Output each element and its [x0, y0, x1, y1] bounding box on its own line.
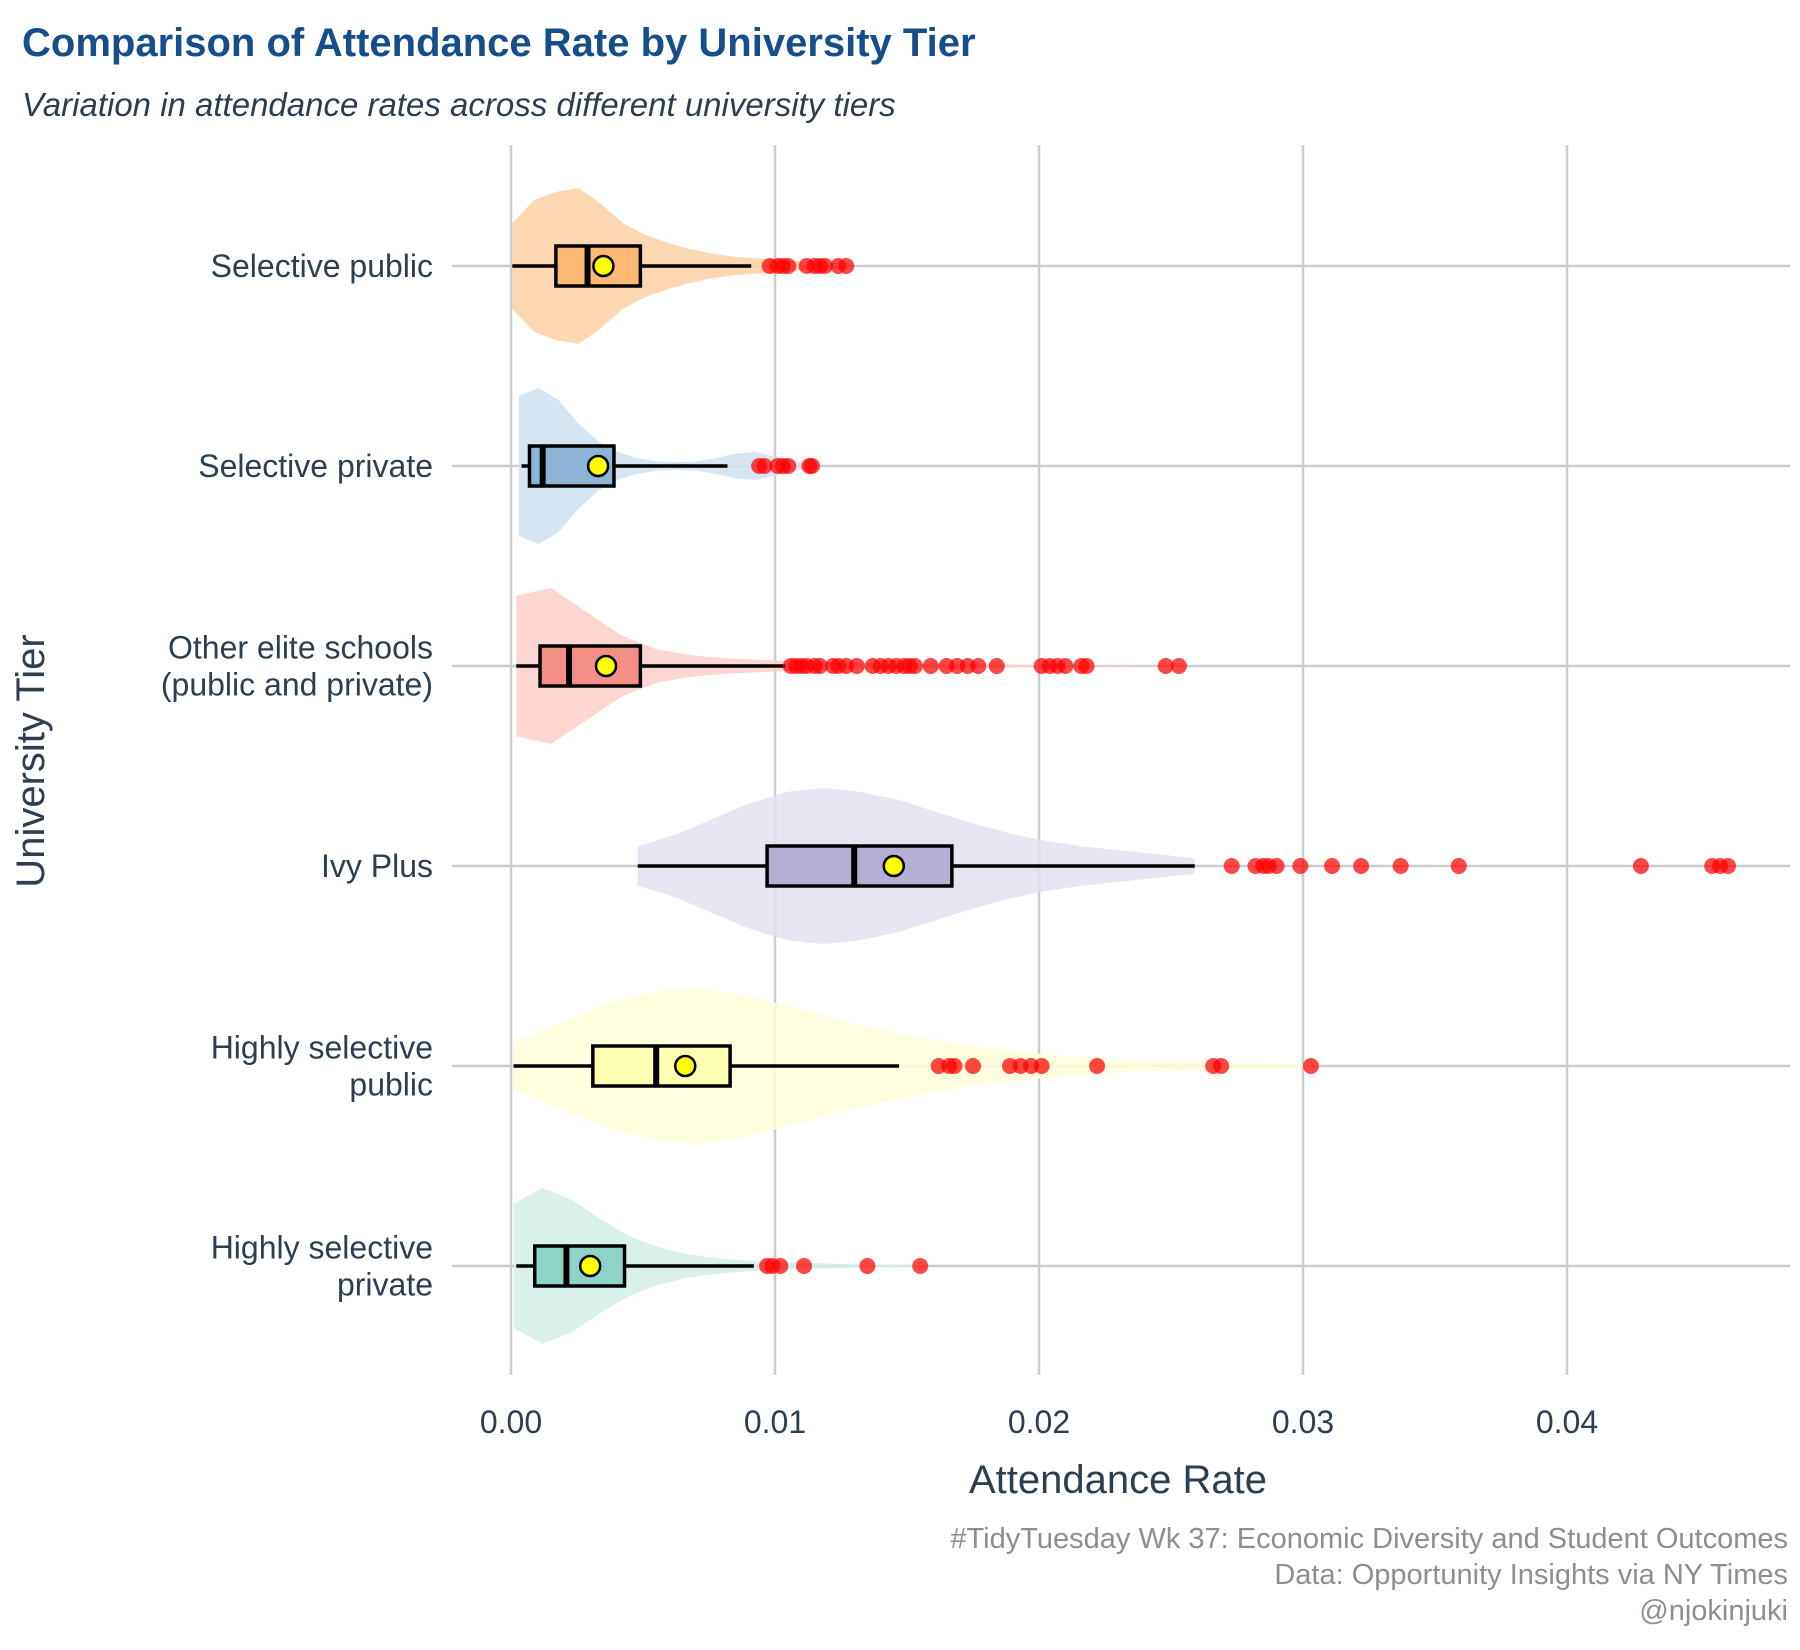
outlier-point	[838, 258, 855, 274]
caption-line: @njokinjuki	[1639, 1595, 1788, 1627]
outlier-point	[1078, 658, 1095, 674]
iqr-box	[538, 644, 643, 688]
outlier-point	[906, 658, 923, 674]
x-tick-label: 0.01	[744, 1404, 806, 1440]
violins	[512, 188, 1311, 1344]
iqr-box	[554, 244, 643, 288]
outlier-point	[803, 458, 820, 474]
y-axis-title: University Tier	[9, 634, 53, 887]
outlier-point	[1292, 858, 1309, 874]
outlier-point	[1268, 858, 1285, 874]
y-tick-label: (public and private)	[161, 667, 433, 703]
mean-point	[594, 654, 618, 678]
outlier-point	[965, 1058, 981, 1074]
outlier-point	[796, 1258, 813, 1274]
outlier-point	[1302, 1058, 1319, 1074]
y-tick-label: Highly selective	[211, 1230, 433, 1266]
outliers	[751, 258, 1737, 1274]
outlier-point	[817, 258, 834, 274]
outlier-point	[1057, 658, 1074, 674]
x-tick-label: 0.04	[1536, 1404, 1598, 1440]
outlier-point	[988, 658, 1005, 674]
outlier-point	[772, 1258, 789, 1274]
mean-point	[578, 1254, 602, 1278]
outlier-point	[1170, 658, 1187, 674]
outlier-point	[970, 658, 987, 674]
x-tick-label: 0.02	[1008, 1404, 1070, 1440]
outlier-point	[946, 1058, 963, 1074]
boxplots	[512, 244, 1195, 1288]
outlier-point	[1720, 858, 1737, 874]
y-tick-label: private	[337, 1267, 433, 1303]
x-axis-title: Attendance Rate	[969, 1458, 1267, 1502]
outlier-point	[1632, 858, 1649, 874]
outlier-point	[1324, 858, 1341, 874]
outlier-point	[1353, 858, 1370, 874]
y-tick-label: Selective public	[211, 248, 433, 284]
y-tick-label: public	[349, 1067, 433, 1103]
outlier-point	[1392, 858, 1409, 874]
y-tick-label: Other elite schools	[168, 630, 433, 666]
x-tick-label: 0.00	[480, 1404, 542, 1440]
outlier-point	[1223, 858, 1240, 874]
y-tick-labels: Selective public Selective private Other e…	[161, 248, 433, 1303]
outlier-point	[780, 258, 797, 274]
outlier-point	[1213, 1058, 1230, 1074]
outlier-point	[848, 658, 865, 674]
outlier-point	[912, 1258, 929, 1274]
y-tick-label: Highly selective	[211, 1030, 433, 1066]
iqr-box	[591, 1044, 732, 1088]
outlier-point	[1089, 1058, 1106, 1074]
outlier-point	[811, 658, 828, 674]
caption-line: Data: Opportunity Insights via NY Times	[1274, 1559, 1788, 1591]
iqr-box	[533, 1244, 627, 1288]
means	[578, 254, 906, 1278]
y-tick-label: Selective private	[198, 448, 433, 484]
x-tick-labels: 0.00 0.01 0.02 0.03 0.04	[480, 1404, 1598, 1440]
outlier-point	[1033, 1058, 1050, 1074]
outlier-point	[1450, 858, 1467, 874]
outlier-point	[756, 458, 773, 474]
mean-point	[586, 454, 610, 478]
outlier-point	[859, 1258, 876, 1274]
y-tick-label: Ivy Plus	[321, 848, 433, 884]
chart-subtitle: Variation in attendance rates across dif…	[22, 86, 896, 123]
grid	[452, 145, 1790, 1375]
outlier-point	[922, 658, 939, 674]
caption: #TidyTuesday Wk 37: Economic Diversity a…	[950, 1523, 1788, 1627]
violin	[513, 988, 1311, 1144]
outlier-point	[1157, 658, 1174, 674]
chart-title: Comparison of Attendance Rate by Univers…	[22, 21, 976, 65]
mean-point	[882, 854, 906, 878]
mean-point	[592, 254, 615, 278]
iqr-box	[765, 844, 954, 888]
outlier-point	[780, 458, 797, 474]
mean-point	[673, 1054, 697, 1078]
caption-line: #TidyTuesday Wk 37: Economic Diversity a…	[950, 1523, 1788, 1555]
x-tick-label: 0.03	[1272, 1404, 1334, 1440]
